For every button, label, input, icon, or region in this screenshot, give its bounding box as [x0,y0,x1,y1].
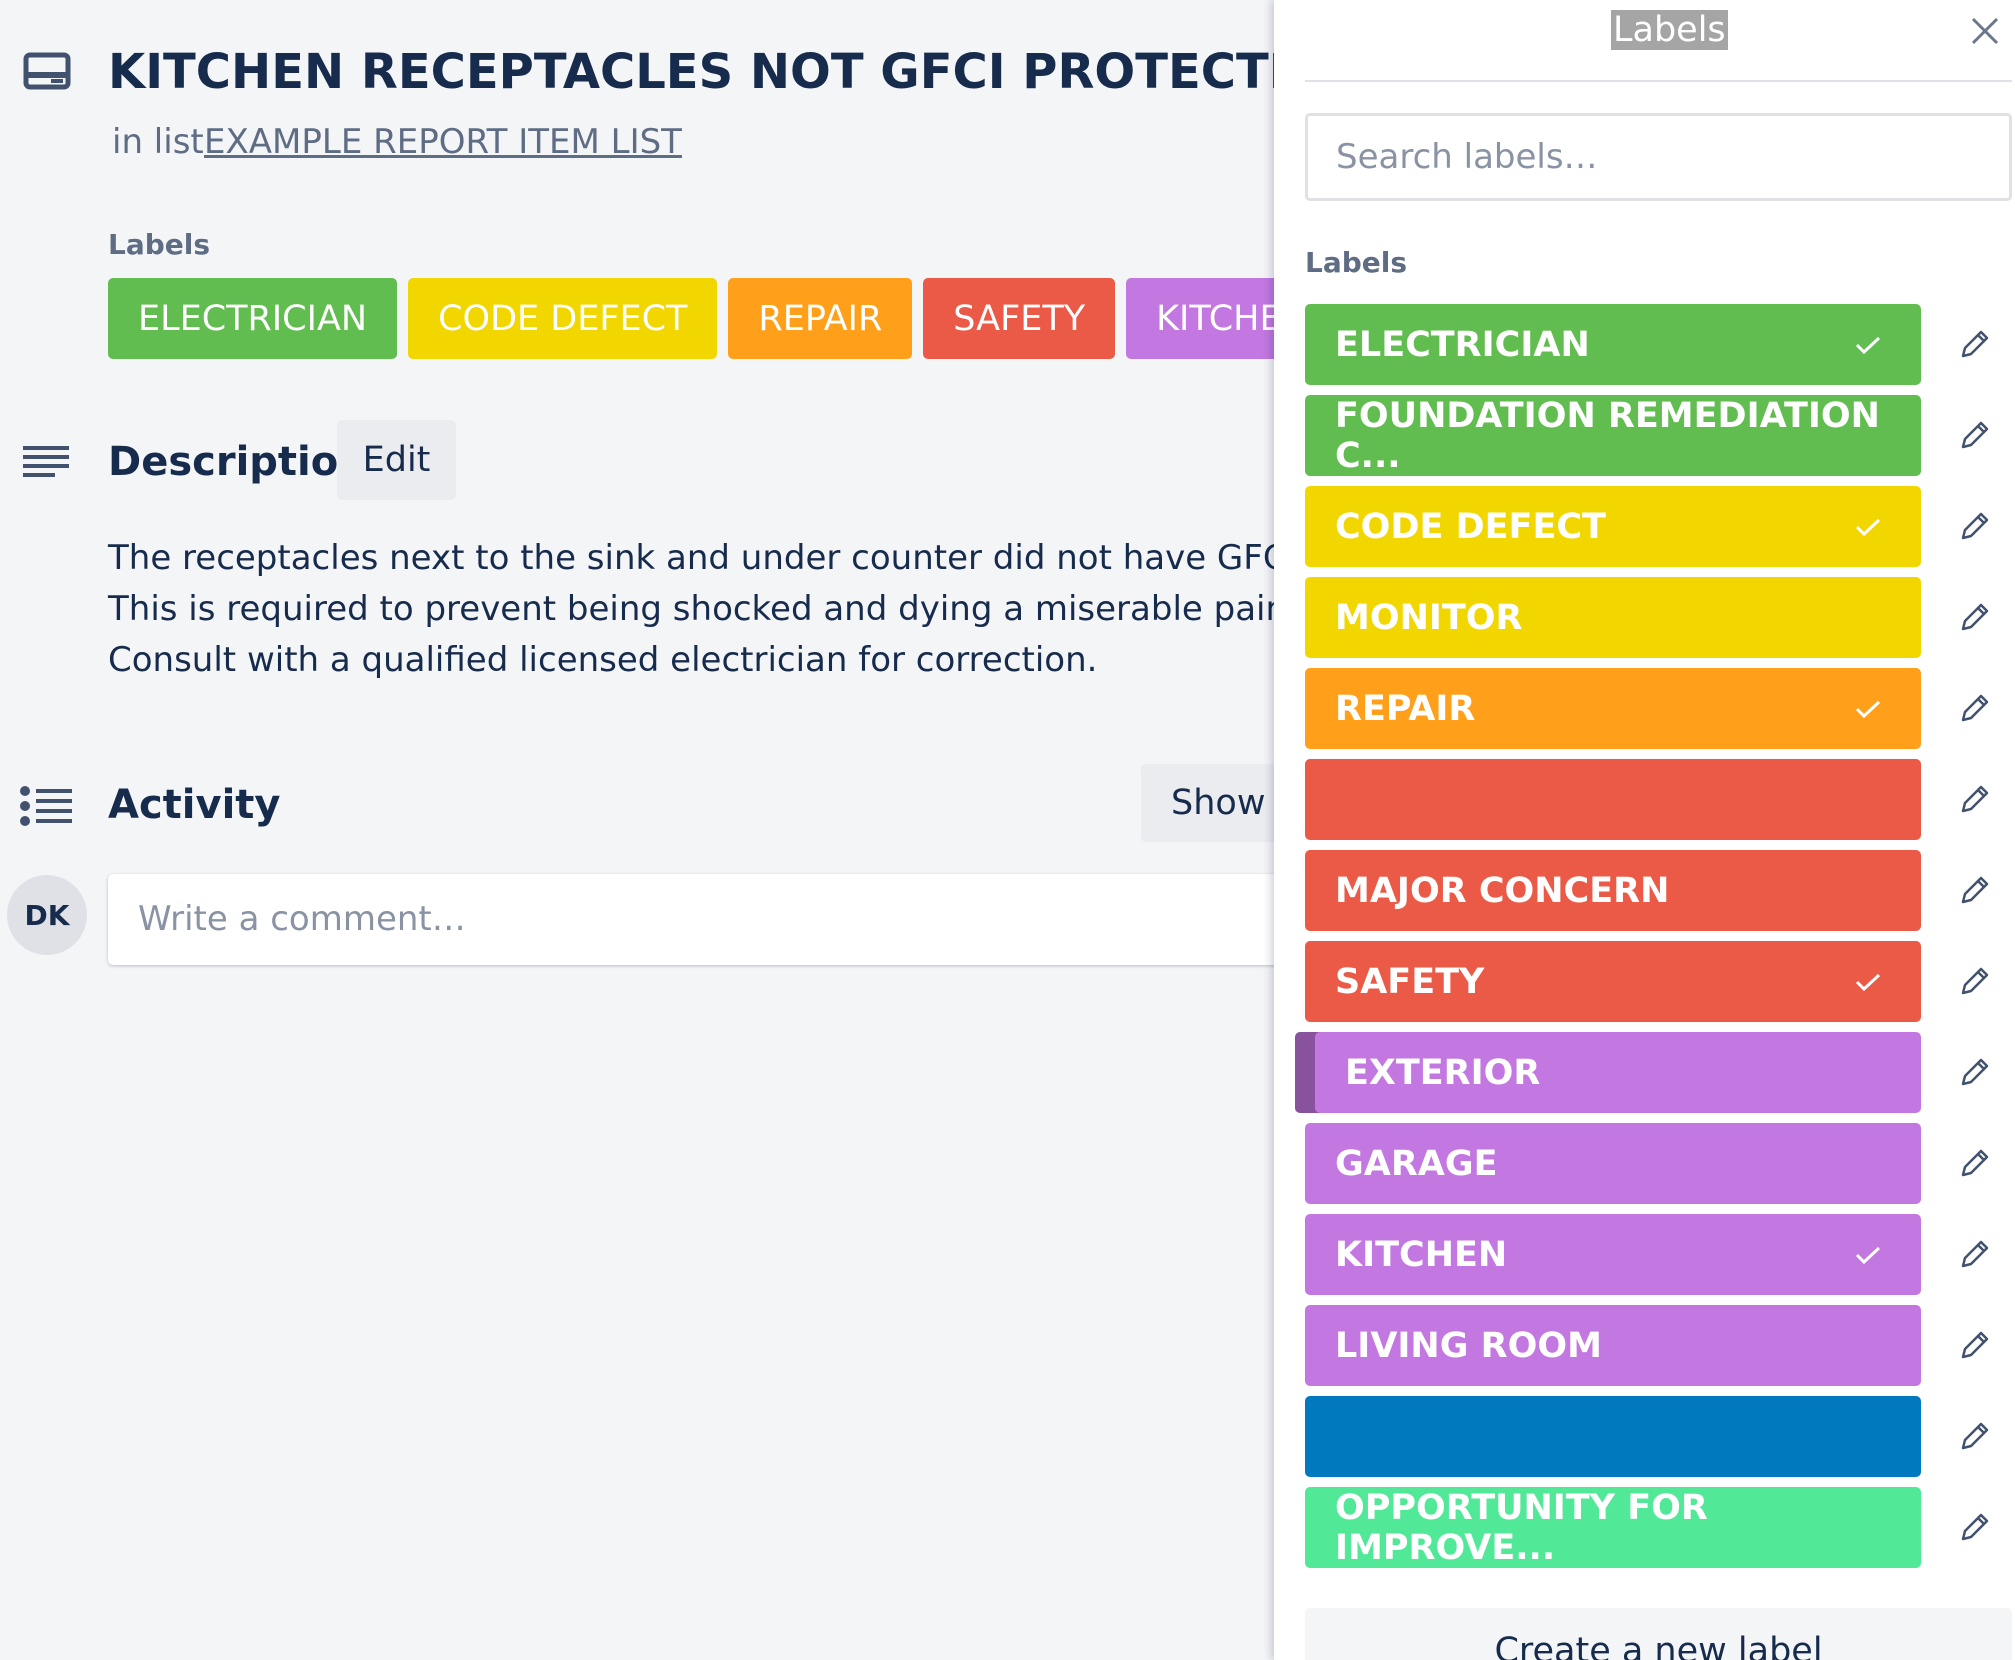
activity-icon [20,786,72,826]
labels-popup: Labels Search labels… Labels ELECTRICIAN FOU… [1274,0,2015,1660]
label-option[interactable]: SAFETY [1305,941,1921,1022]
label-option[interactable]: KITCHEN [1305,1214,1921,1295]
create-label-button[interactable]: Create a new label [1305,1608,2012,1660]
edit-label-icon[interactable] [1959,692,1991,724]
edit-label-icon[interactable] [1959,510,1991,542]
label-name: EXTERIOR [1345,1052,1541,1093]
edit-label-icon[interactable] [1959,1329,1991,1361]
label-option[interactable]: ELECTRICIAN [1305,304,1921,385]
edit-label-icon[interactable] [1959,1056,1991,1088]
labels-heading: Labels [108,228,211,261]
avatar[interactable]: DK [7,875,87,955]
check-icon [1855,973,1881,992]
edit-label-icon[interactable] [1959,1420,1991,1452]
description-line: Consult with a qualified licensed electr… [108,640,1098,680]
edit-label-icon[interactable] [1959,1238,1991,1270]
description-line: This is required to prevent being shocke… [108,589,1384,629]
edit-button[interactable]: Edit [337,420,456,500]
label-option[interactable]: OPPORTUNITY FOR IMPROVE... [1305,1487,1921,1568]
label-option[interactable]: MAJOR CONCERN [1305,850,1921,931]
label-option[interactable]: LIVING ROOM [1305,1305,1921,1386]
label-option[interactable]: EXTERIOR [1295,1032,1921,1113]
label-chip[interactable]: REPAIR [728,278,913,359]
edit-label-icon[interactable] [1959,783,1991,815]
check-icon [1855,700,1881,719]
popup-title: Labels [1611,10,1728,50]
check-icon [1855,518,1881,537]
label-option[interactable]: MONITOR [1305,577,1921,658]
label-name: CODE DEFECT [1335,506,1606,547]
label-name: LIVING ROOM [1335,1325,1602,1366]
card-title: KITCHEN RECEPTACLES NOT GFCI PROTECTED [108,44,1342,100]
label-chip[interactable]: CODE DEFECT [408,278,718,359]
label-name: KITCHEN [1335,1234,1508,1275]
divider [1305,80,2012,82]
edit-label-icon[interactable] [1959,419,1991,451]
search-input[interactable]: Search labels… [1305,113,2012,201]
label-name: SAFETY [1335,961,1485,1002]
list-prefix: in list [112,122,204,162]
label-option[interactable] [1305,1396,1921,1477]
label-option[interactable]: FOUNDATION REMEDIATION C... [1305,395,1921,476]
check-icon [1855,336,1881,355]
labels-section-heading: Labels [1305,246,1408,279]
card-icon [23,52,71,90]
edit-label-icon[interactable] [1959,965,1991,997]
list-link[interactable]: EXAMPLE REPORT ITEM LIST [204,122,682,162]
label-chip[interactable]: ELECTRICIAN [108,278,398,359]
label-option[interactable] [1305,759,1921,840]
label-name: FOUNDATION REMEDIATION C... [1335,395,1880,476]
description-heading: Description [108,439,367,485]
label-option[interactable]: CODE DEFECT [1305,486,1921,567]
edit-label-icon[interactable] [1959,1147,1991,1179]
description-icon [23,446,69,477]
check-icon [1855,1246,1881,1265]
edit-label-icon[interactable] [1959,601,1991,633]
label-name: OPPORTUNITY FOR IMPROVE... [1335,1487,1708,1568]
comment-input[interactable]: Write a comment… [108,874,1358,965]
card-labels: ELECTRICIAN CODE DEFECT REPAIR SAFETY KITCHE… [108,278,1338,359]
edit-label-icon[interactable] [1959,874,1991,906]
label-option[interactable]: GARAGE [1305,1123,1921,1204]
close-button[interactable] [1970,16,2000,46]
description-line: The receptacles next to the sink and und… [108,538,1398,578]
label-name: REPAIR [1335,688,1476,729]
label-option[interactable]: REPAIR [1305,668,1921,749]
activity-heading: Activity [108,782,281,828]
edit-label-icon[interactable] [1959,1511,1991,1543]
label-chip[interactable]: SAFETY [923,278,1116,359]
edit-label-icon[interactable] [1959,328,1991,360]
label-name: GARAGE [1335,1143,1498,1184]
label-name: MAJOR CONCERN [1335,870,1670,911]
label-name: ELECTRICIAN [1335,324,1590,365]
label-name: MONITOR [1335,597,1523,638]
